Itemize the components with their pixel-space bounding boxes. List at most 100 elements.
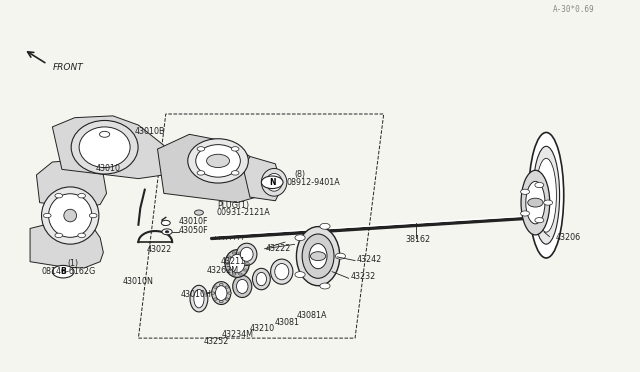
Ellipse shape [536,158,556,232]
Polygon shape [30,223,103,268]
Circle shape [543,200,552,205]
Text: 43211: 43211 [220,257,245,266]
Polygon shape [36,160,106,208]
Text: 43050F: 43050F [179,226,208,235]
Circle shape [228,292,232,294]
Text: B: B [60,267,66,276]
Circle shape [232,252,236,254]
Circle shape [227,269,231,271]
Text: 43206: 43206 [556,233,581,242]
Circle shape [231,171,239,175]
Ellipse shape [188,139,248,183]
Ellipse shape [194,289,204,308]
Circle shape [225,262,229,264]
Ellipse shape [271,259,293,284]
Circle shape [231,147,239,151]
Text: 43234M: 43234M [221,330,253,339]
Ellipse shape [212,282,231,305]
Circle shape [162,229,172,235]
Text: (1): (1) [67,259,78,268]
Circle shape [90,213,97,218]
Text: 43222: 43222 [266,244,291,253]
Text: 08146-6162G: 08146-6162G [41,267,95,276]
Ellipse shape [71,121,138,174]
Circle shape [44,213,51,218]
Ellipse shape [190,285,208,312]
Text: 43010B: 43010B [134,127,165,136]
Circle shape [310,252,326,260]
Circle shape [239,252,242,254]
Ellipse shape [529,132,564,258]
Ellipse shape [237,243,257,265]
Circle shape [320,283,330,289]
Ellipse shape [49,194,92,237]
Text: 43252: 43252 [204,337,230,346]
Text: 43232: 43232 [351,272,376,281]
Circle shape [335,253,346,259]
Text: 43010: 43010 [96,164,121,173]
Circle shape [232,273,236,275]
Text: 00931-2121A: 00931-2121A [217,208,271,217]
Circle shape [197,147,205,151]
Circle shape [243,269,247,271]
Circle shape [535,183,544,187]
Circle shape [207,154,230,167]
Ellipse shape [296,227,340,286]
Text: 38162: 38162 [405,235,430,244]
Ellipse shape [79,127,130,167]
Ellipse shape [521,170,550,235]
Ellipse shape [225,250,249,278]
Ellipse shape [241,247,253,261]
Text: 43022: 43022 [147,245,172,254]
Text: N: N [269,178,275,187]
Ellipse shape [64,209,77,222]
Text: 08912-9401A: 08912-9401A [287,178,340,187]
Circle shape [225,298,229,300]
Text: 43010N: 43010N [123,278,154,286]
Ellipse shape [196,145,241,177]
Circle shape [243,256,247,258]
Ellipse shape [309,244,327,269]
Circle shape [528,198,543,207]
Text: 43262M: 43262M [207,266,239,275]
Circle shape [214,298,218,300]
Circle shape [269,179,279,185]
Ellipse shape [216,286,227,301]
Circle shape [220,301,223,303]
Circle shape [197,171,205,175]
Text: 43081A: 43081A [296,311,327,320]
Text: 43210: 43210 [250,324,275,333]
Text: A-30*0.69: A-30*0.69 [552,5,594,14]
Circle shape [320,223,330,229]
Ellipse shape [233,275,252,298]
Circle shape [225,286,229,288]
Ellipse shape [237,279,248,294]
Ellipse shape [533,146,559,244]
Polygon shape [52,116,173,179]
Text: 43010H: 43010H [180,291,211,299]
Circle shape [520,211,529,216]
Circle shape [535,218,544,223]
Circle shape [520,189,529,194]
Circle shape [261,176,283,189]
Polygon shape [244,157,282,201]
Ellipse shape [526,182,545,224]
Circle shape [246,262,249,264]
Circle shape [220,283,223,286]
Text: PLUG(1): PLUG(1) [217,201,249,210]
Text: 43242: 43242 [357,255,382,264]
Circle shape [78,233,86,238]
Circle shape [161,220,170,225]
Ellipse shape [252,268,270,290]
Circle shape [55,193,63,198]
Circle shape [227,256,231,258]
Circle shape [295,272,305,278]
Circle shape [195,210,204,215]
Ellipse shape [256,272,266,286]
Ellipse shape [275,263,289,280]
Circle shape [78,193,86,198]
Circle shape [239,273,242,275]
Polygon shape [157,134,262,203]
Ellipse shape [42,187,99,244]
Ellipse shape [302,234,334,278]
